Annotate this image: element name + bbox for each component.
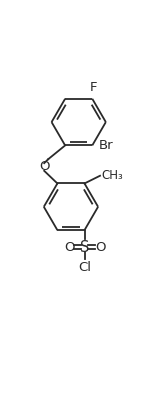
Text: O: O — [64, 241, 74, 254]
Text: O: O — [39, 160, 49, 173]
Text: S: S — [80, 240, 89, 254]
Text: Br: Br — [98, 139, 113, 152]
Text: F: F — [90, 81, 98, 94]
Text: CH₃: CH₃ — [102, 169, 123, 182]
Text: O: O — [95, 241, 105, 254]
Text: Cl: Cl — [78, 261, 91, 274]
